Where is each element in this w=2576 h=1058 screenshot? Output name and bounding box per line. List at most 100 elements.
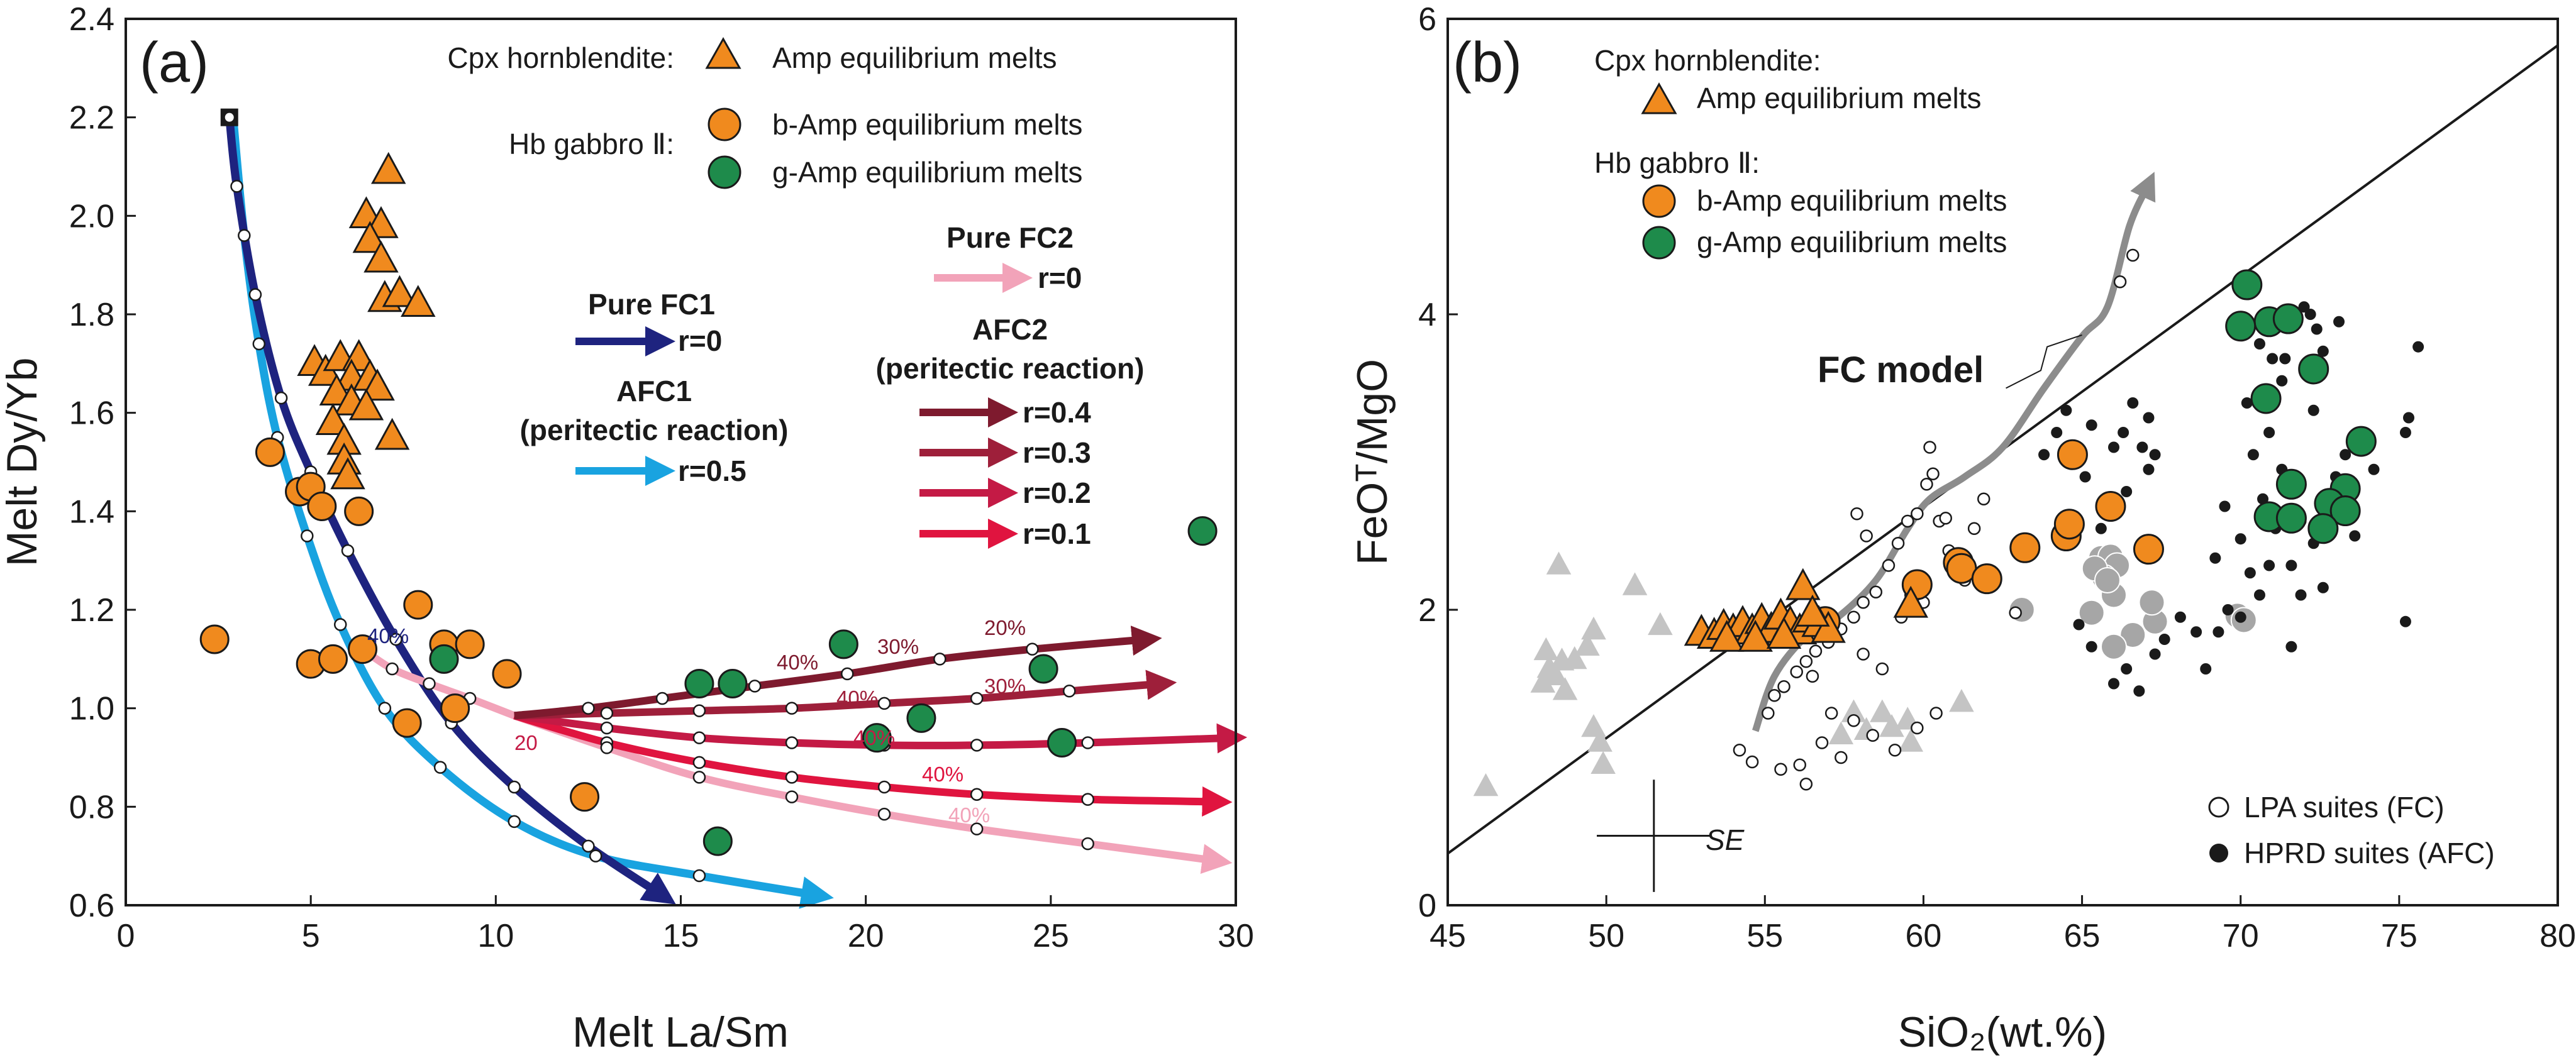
annot-40-navy: 40% — [367, 624, 409, 647]
lpa-suite-point — [1847, 610, 1860, 624]
legend-b-hb: Hb gabbro Ⅱ: — [1594, 146, 1760, 179]
model-step-marker — [341, 544, 355, 558]
lpa-suite-point — [2113, 275, 2127, 289]
g-amp-melt-point — [2307, 513, 2339, 544]
hprd-suite-point — [2143, 463, 2155, 475]
grey-triangle-point — [1473, 773, 1499, 796]
hprd-suite-point — [2412, 341, 2424, 353]
panel-a-ytick-label: 1.2 — [69, 592, 114, 629]
panel-b-xtick-label: 55 — [1746, 918, 1783, 954]
lpa-suite-point — [1891, 537, 1905, 550]
annot-30-r04: 30% — [877, 635, 919, 658]
grey-triangle-point — [1828, 721, 1854, 745]
amp-melt-point — [1709, 619, 1745, 652]
g-amp-melt-point — [828, 629, 858, 659]
lpa-suite-point — [1923, 441, 1936, 454]
b-amp-melt-point — [318, 644, 348, 674]
panel-a-label: (a) — [140, 31, 209, 94]
panel-a-ylabel: Melt Dy/Yb — [0, 358, 46, 567]
hprd-suite-point — [2127, 397, 2139, 409]
panel-a-ytick-label: 1.4 — [69, 493, 114, 530]
model-step-marker — [877, 807, 891, 821]
g-amp-melt-point — [718, 669, 748, 698]
model-step-marker — [589, 849, 602, 862]
panel-b-xlabel: SiO₂(wt.%) — [1898, 1008, 2107, 1056]
hprd-suite-point — [2399, 615, 2411, 627]
annot-40-r02: 40% — [853, 726, 895, 749]
model-step-marker — [230, 180, 243, 193]
hprd-suite-point — [2285, 641, 2297, 653]
hprd-suite-point — [2038, 449, 2050, 461]
model-step-marker — [785, 771, 799, 784]
amp-melt-point — [382, 275, 418, 307]
grey-triangle-point — [1841, 699, 1867, 722]
amp-melt-point — [315, 403, 351, 436]
hprd-suite-point — [2235, 611, 2246, 623]
hprd-suite-point — [2158, 634, 2170, 645]
panel-a-ytick-label: 0.8 — [69, 789, 114, 825]
model-step-marker — [1063, 685, 1076, 698]
lpa-suite-point — [1911, 721, 1924, 735]
hprd-suite-point — [2085, 641, 2097, 653]
hprd-suite-point — [2136, 441, 2148, 453]
b-amp-melt-point — [344, 496, 374, 526]
panel-a-data-points — [199, 152, 1218, 856]
legend-b-lpa-marker — [2208, 796, 2229, 818]
lpa-suite-point — [1799, 778, 1813, 791]
lpa-suite-point — [1875, 662, 1889, 676]
hprd-suite-point — [2149, 449, 2161, 461]
b-amp-melt-point — [307, 492, 337, 521]
legend-b-gamp-marker — [1642, 226, 1676, 260]
panel-b-ylabel: FeOᵀ/MgO — [1348, 359, 1396, 565]
lpa-suite-point — [1860, 529, 1873, 543]
g-amp-melt-point — [2250, 383, 2282, 414]
b-amp-melt-point — [440, 693, 470, 724]
model-step-marker — [389, 632, 402, 646]
g-amp-melt-point — [2275, 468, 2307, 500]
g-amp-melt-point — [2272, 303, 2304, 334]
annot-40-r01: 40% — [922, 763, 963, 786]
fc-model-label: FC model — [1818, 350, 1984, 390]
grey-circle-point — [2138, 589, 2165, 616]
annot-40-fc2: 40% — [948, 803, 990, 827]
grey-triangle-point — [1562, 646, 1587, 670]
lpa-suite-point — [1847, 714, 1860, 727]
lpa-suite-point — [1790, 665, 1803, 678]
g-amp-melt-point — [2275, 502, 2307, 534]
hprd-suite-point — [2317, 345, 2329, 357]
b-amp-melt-point — [199, 624, 230, 654]
amp-melt-point — [1785, 568, 1821, 600]
legend-fc1-r: r=0 — [678, 324, 722, 357]
b-amp-melt-point — [255, 437, 285, 467]
legend-a-hb: Hb gabbro Ⅱ: — [509, 128, 674, 160]
model-step-marker — [252, 337, 266, 351]
lpa-suite-point — [1857, 596, 1870, 609]
model-step-marker — [378, 702, 392, 715]
lpa-suite-point — [1929, 707, 1943, 720]
lpa-suite-point — [1926, 467, 1940, 481]
grey-triangle-point — [1546, 551, 1572, 575]
hprd-suite-point — [2333, 316, 2345, 328]
grey-triangle-point — [1530, 670, 1556, 693]
hprd-suite-point — [2241, 397, 2253, 409]
b-amp-melt-point — [392, 708, 422, 738]
hprd-suite-point — [2121, 663, 2133, 675]
lpa-suite-point — [1762, 707, 1775, 720]
model-step-marker — [600, 707, 614, 720]
annot-30-r03: 30% — [984, 675, 1026, 698]
hprd-suite-point — [2317, 581, 2329, 593]
model-step-marker — [1081, 793, 1094, 806]
panel-a: 0 5 10 15 20 25 30 0.6 0.8 1.0 1.2 1.4 1.6 1.8 2.0 2.2 2… — [0, 1, 1254, 1056]
legend-a-amp: Amp equilibrium melts — [772, 41, 1057, 74]
hprd-suite-point — [2190, 626, 2202, 638]
afc2-r03-curve — [514, 670, 1177, 720]
panel-a-xtick-label: 20 — [848, 918, 884, 954]
amp-melt-point — [1893, 585, 1928, 618]
g-amp-melt-point — [429, 644, 459, 674]
model-step-marker — [692, 731, 706, 744]
hprd-suite-point — [2108, 678, 2119, 690]
panel-b: 45 50 55 60 65 70 75 80 0 2 4 6 (b) SiO₂(wt.%) FeOᵀ… — [1348, 1, 2576, 1056]
legend-r02: r=0.2 — [1023, 477, 1091, 509]
legend-afc2-line1: AFC2 — [972, 313, 1048, 346]
lpa-suite-point — [1901, 514, 1914, 528]
